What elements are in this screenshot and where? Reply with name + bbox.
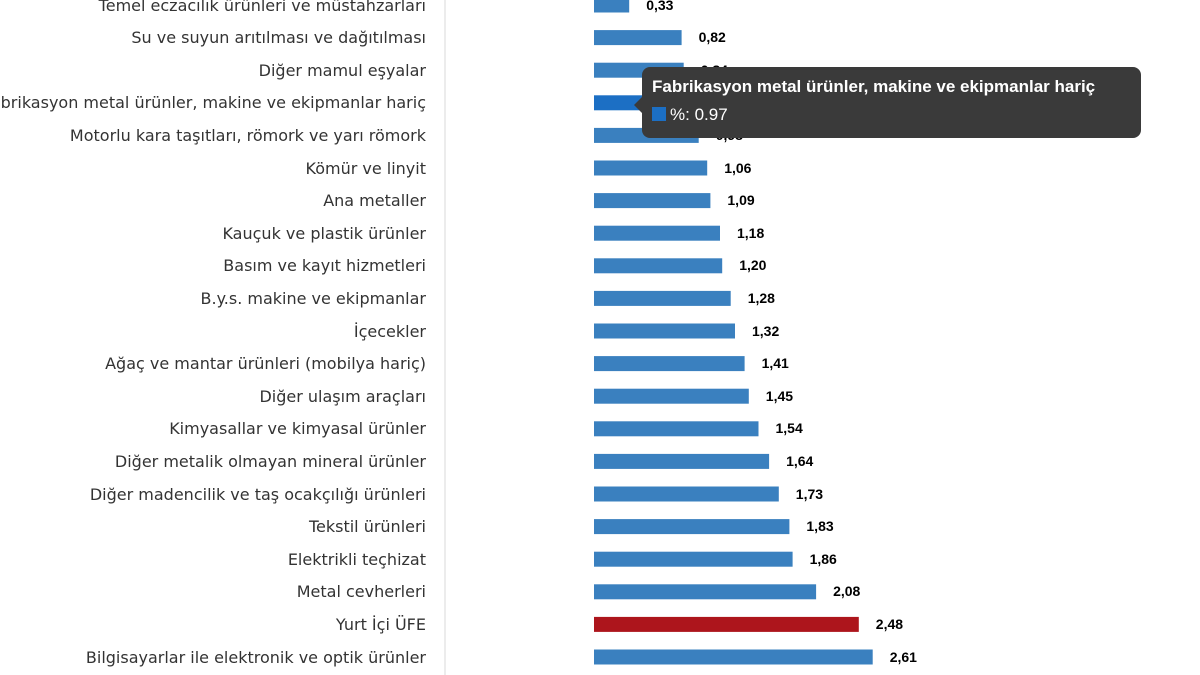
data-label: 1,20 xyxy=(739,257,767,274)
data-label: 1,54 xyxy=(775,420,803,437)
data-label: 1,73 xyxy=(795,485,824,502)
bar[interactable] xyxy=(594,290,731,306)
category-label: Ana metaller xyxy=(323,191,426,211)
category-label: Motorlu kara taşıtları, römork ve yarı r… xyxy=(69,125,426,145)
category-label: Diğer mamul eşyalar xyxy=(258,60,426,80)
bar[interactable] xyxy=(594,421,759,437)
tooltip-title: Fabrikasyon metal ürünler, makine ve eki… xyxy=(652,77,1096,96)
category-label: Tekstil ürünleri xyxy=(308,517,426,537)
bar[interactable] xyxy=(594,584,817,600)
data-label: 1,45 xyxy=(765,387,794,404)
bar[interactable] xyxy=(594,258,723,274)
data-label: 0,82 xyxy=(698,29,726,46)
data-label: 1,86 xyxy=(809,550,837,567)
tooltip-series-name: % xyxy=(670,105,686,124)
data-label: 1,64 xyxy=(786,452,814,469)
bar[interactable] xyxy=(594,323,735,339)
tooltip-value: 0.97 xyxy=(694,105,728,124)
bar[interactable] xyxy=(594,453,770,469)
category-label: Elektrikli teçhizat xyxy=(287,549,426,569)
data-label: 2,48 xyxy=(875,615,904,632)
tooltip-separator: : xyxy=(685,105,695,124)
category-label: Diğer madencilik ve taş ocakçılığı ürünl… xyxy=(89,484,426,504)
data-label: 1,09 xyxy=(727,192,755,209)
bar[interactable] xyxy=(594,519,790,535)
category-label: Diğer metalik olmayan mineral ürünler xyxy=(114,451,426,471)
category-label: İçecekler xyxy=(353,321,426,341)
data-label: 1,18 xyxy=(737,224,765,241)
category-label: Su ve suyun arıtılması ve dağıtılması xyxy=(131,28,426,48)
category-label: Kömür ve linyit xyxy=(305,158,427,178)
bar[interactable] xyxy=(594,225,720,241)
data-label: 0,33 xyxy=(646,0,674,13)
bar[interactable] xyxy=(594,649,873,665)
tooltip-value-row: %: 0.97 xyxy=(652,105,1131,125)
category-label: Fabrikasyon metal ürünler, makine ve eki… xyxy=(0,93,426,113)
bar[interactable] xyxy=(594,0,630,13)
data-label: 1,06 xyxy=(724,159,752,176)
bar[interactable] xyxy=(594,356,745,372)
category-label: Yurt İçi ÜFE xyxy=(335,614,426,634)
category-label: Basım ve kayıt hizmetleri xyxy=(223,256,426,276)
data-label: 1,32 xyxy=(752,322,780,339)
data-label: 1,28 xyxy=(747,289,775,306)
data-label: 1,41 xyxy=(761,355,789,372)
category-label: B.y.s. makine ve ekipmanlar xyxy=(200,288,426,308)
bar[interactable] xyxy=(594,160,708,176)
bar[interactable] xyxy=(594,193,711,209)
bar[interactable] xyxy=(594,30,682,46)
tooltip-series-swatch xyxy=(652,107,666,121)
chart-tooltip: Fabrikasyon metal ürünler, makine ve eki… xyxy=(634,67,1141,138)
category-label: Kauçuk ve plastik ürünler xyxy=(222,223,426,243)
bar[interactable] xyxy=(594,388,749,404)
data-label: 1,83 xyxy=(806,518,834,535)
data-label: 2,08 xyxy=(833,583,861,600)
tooltip-arrow xyxy=(634,97,642,113)
bar[interactable] xyxy=(594,551,793,567)
data-label: 2,61 xyxy=(889,648,917,665)
category-label: Kimyasallar ve kimyasal ürünler xyxy=(169,419,426,439)
category-label: Diğer ulaşım araçları xyxy=(259,386,426,406)
category-label: Metal cevherleri xyxy=(296,582,426,602)
category-label: Bilgisayarlar ile elektronik ve optik ür… xyxy=(85,647,426,667)
category-label: Ağaç ve mantar ürünleri (mobilya hariç) xyxy=(105,354,426,374)
bar[interactable] xyxy=(594,486,779,502)
bar[interactable] xyxy=(594,616,859,632)
category-label: Temel eczacılık ürünleri ve müstahzarlar… xyxy=(98,0,426,15)
